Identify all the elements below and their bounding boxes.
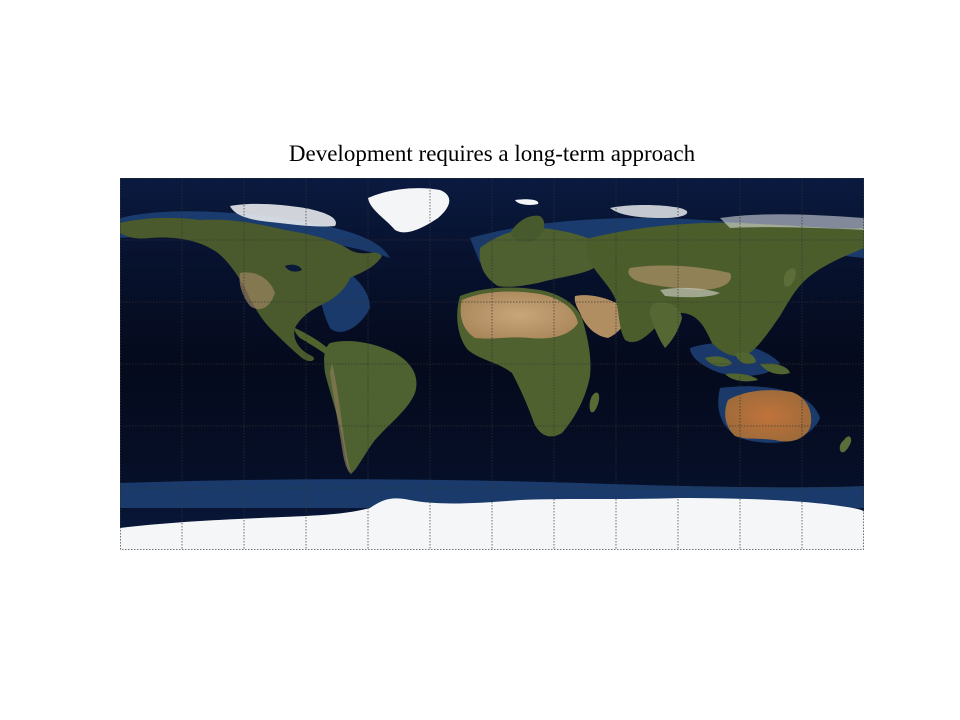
us-southwest-desert (239, 272, 275, 310)
graticule (120, 178, 864, 550)
great-lakes (285, 264, 302, 272)
central-america (294, 328, 331, 356)
siberia-ice (720, 214, 864, 230)
south-america (324, 341, 417, 473)
himalaya (660, 287, 720, 298)
andes (330, 363, 352, 474)
madagascar (589, 392, 600, 413)
map-title: Development requires a long-term approac… (288, 141, 696, 166)
arctic-ice (230, 188, 688, 233)
central-asia-desert (628, 265, 731, 290)
sahara (460, 291, 578, 339)
europe (479, 228, 606, 287)
world-map (120, 178, 864, 550)
japan (783, 268, 797, 287)
arabia (574, 295, 627, 338)
india (650, 302, 682, 348)
southeast-asia-islands (705, 352, 790, 382)
scandinavia (510, 215, 545, 242)
new-zealand (839, 436, 852, 453)
australia (725, 390, 812, 442)
